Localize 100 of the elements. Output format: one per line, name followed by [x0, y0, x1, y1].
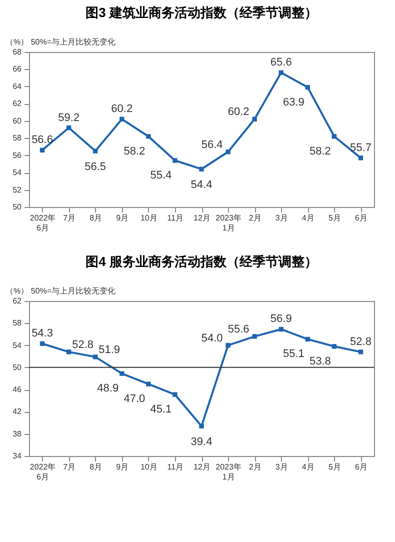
x-tick-label: 10月	[140, 462, 158, 472]
text: 55.7	[350, 142, 372, 154]
x-tick-label: 6月	[355, 462, 368, 472]
point	[172, 158, 178, 163]
x-tick-label: 9月	[116, 214, 129, 222]
text: 63.9	[282, 96, 304, 108]
y-tick-label: 38	[12, 429, 22, 438]
x-tick-label: 2023年 1月	[216, 462, 242, 482]
chart-title: 图3 建筑业商务活动指数（经季节调整）	[86, 5, 318, 20]
x-tick-label: 2022年 6月	[30, 462, 56, 482]
text: 54.0	[201, 332, 223, 344]
y-tick-label: 46	[12, 385, 22, 394]
point	[226, 150, 230, 154]
text: 60.2	[111, 103, 133, 116]
text: 52.8	[350, 336, 372, 348]
point	[332, 134, 337, 139]
point	[278, 326, 284, 332]
text: 65.6	[270, 56, 292, 69]
y-tick-label: 52	[12, 185, 22, 194]
text: 55.4	[150, 170, 172, 182]
text: 47.0	[124, 393, 146, 406]
text: 59.2	[58, 112, 80, 124]
text: 45.1	[150, 404, 172, 416]
text: 56.9	[270, 313, 292, 326]
point	[252, 116, 257, 122]
x-tick-label: 3月	[275, 214, 288, 222]
text: 48.9	[97, 382, 119, 395]
x-tick-label: 10月	[140, 214, 158, 222]
text: 60.2	[228, 106, 250, 118]
x-tick-label: 2月	[248, 214, 262, 222]
y-tick-label: 62	[12, 99, 22, 108]
x-tick-label: 4月	[302, 214, 314, 222]
x-tick-label: 5月	[328, 214, 341, 222]
point	[66, 125, 72, 130]
text: 39.4	[190, 436, 212, 448]
x-tick-label: 2023年 1月	[216, 214, 242, 232]
point	[146, 134, 151, 139]
point	[226, 342, 230, 348]
point	[305, 84, 310, 90]
point	[120, 116, 124, 122]
text: 58.2	[124, 145, 146, 158]
x-tick-label: 5月	[328, 462, 341, 472]
y-tick-label: 34	[12, 452, 22, 460]
x-tick-label: 9月	[116, 462, 129, 472]
y-tick-label: 62	[12, 296, 22, 306]
text: 54.3	[32, 328, 53, 340]
text: 58.2	[309, 145, 331, 158]
x-tick-label: 2月	[248, 462, 262, 472]
text: 52.8	[72, 338, 94, 351]
y-axis-title: （%） 50%=与上月比较无变化	[6, 286, 116, 296]
point	[172, 392, 178, 397]
text: 56.6	[32, 134, 53, 146]
x-tick-label: 6月	[355, 214, 368, 222]
y-tick-label: 60	[12, 116, 22, 126]
point	[305, 336, 310, 342]
text: 53.8	[309, 355, 331, 368]
x-tick-label: 12月	[194, 462, 210, 472]
point	[278, 70, 284, 76]
y-axis-title: （%） 50%=与上月比较无变化	[6, 38, 116, 46]
x-tick-label: 11月	[167, 214, 184, 222]
point	[252, 334, 257, 339]
y-tick-label: 58	[12, 134, 22, 143]
y-tick-label: 54	[12, 340, 22, 350]
point	[66, 350, 72, 354]
text: 56.5	[84, 161, 106, 174]
x-tick-label: 8月	[90, 214, 102, 222]
y-tick-label: 66	[12, 64, 22, 74]
point	[40, 148, 45, 153]
point	[93, 148, 98, 154]
x-tick-label: 12月	[194, 214, 210, 222]
y-tick-label: 42	[12, 407, 22, 416]
point	[358, 350, 364, 354]
x-tick-label: 7月	[63, 214, 76, 222]
text: 51.9	[98, 344, 120, 356]
point	[120, 371, 124, 376]
text: 54.4	[190, 179, 212, 192]
y-tick-label: 68	[12, 48, 22, 56]
x-tick-label: 8月	[90, 462, 102, 472]
x-tick-label: 3月	[275, 462, 288, 472]
y-tick-label: 50	[12, 362, 22, 372]
x-tick-label: 7月	[63, 462, 76, 472]
point	[146, 382, 151, 386]
text: 55.1	[282, 348, 304, 360]
point	[199, 424, 204, 428]
point	[332, 344, 337, 349]
point	[199, 166, 204, 172]
y-tick-label: 56	[12, 150, 22, 160]
y-tick-label: 50	[12, 202, 22, 212]
text: 56.4	[201, 138, 223, 151]
x-tick-label: 4月	[302, 462, 314, 472]
point	[93, 354, 98, 360]
point	[358, 156, 364, 160]
x-tick-label: 11月	[167, 462, 184, 472]
y-tick-label: 58	[12, 318, 22, 328]
y-tick-label: 54	[12, 168, 22, 178]
text: 55.6	[228, 323, 250, 336]
chart-title: 图4 服务业商务活动指数（经季节调整）	[86, 254, 318, 269]
point	[40, 341, 45, 346]
y-tick-label: 64	[12, 82, 22, 91]
x-tick-label: 2022年 6月	[30, 214, 56, 232]
